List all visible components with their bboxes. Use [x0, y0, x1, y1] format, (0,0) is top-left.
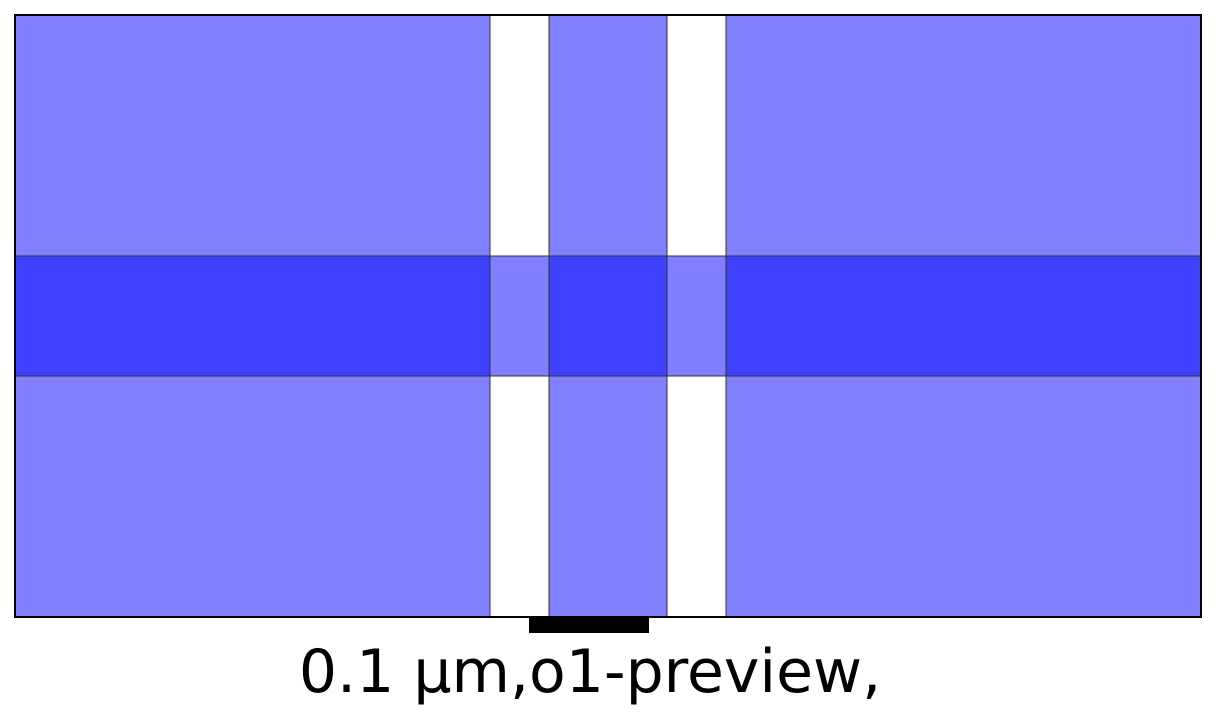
scale-bar-caption: 0.1 µm,o1-preview, — [298, 637, 882, 707]
scale-bar — [529, 618, 649, 633]
plot-frame — [14, 14, 1202, 618]
horizontal-band — [14, 255, 1202, 377]
